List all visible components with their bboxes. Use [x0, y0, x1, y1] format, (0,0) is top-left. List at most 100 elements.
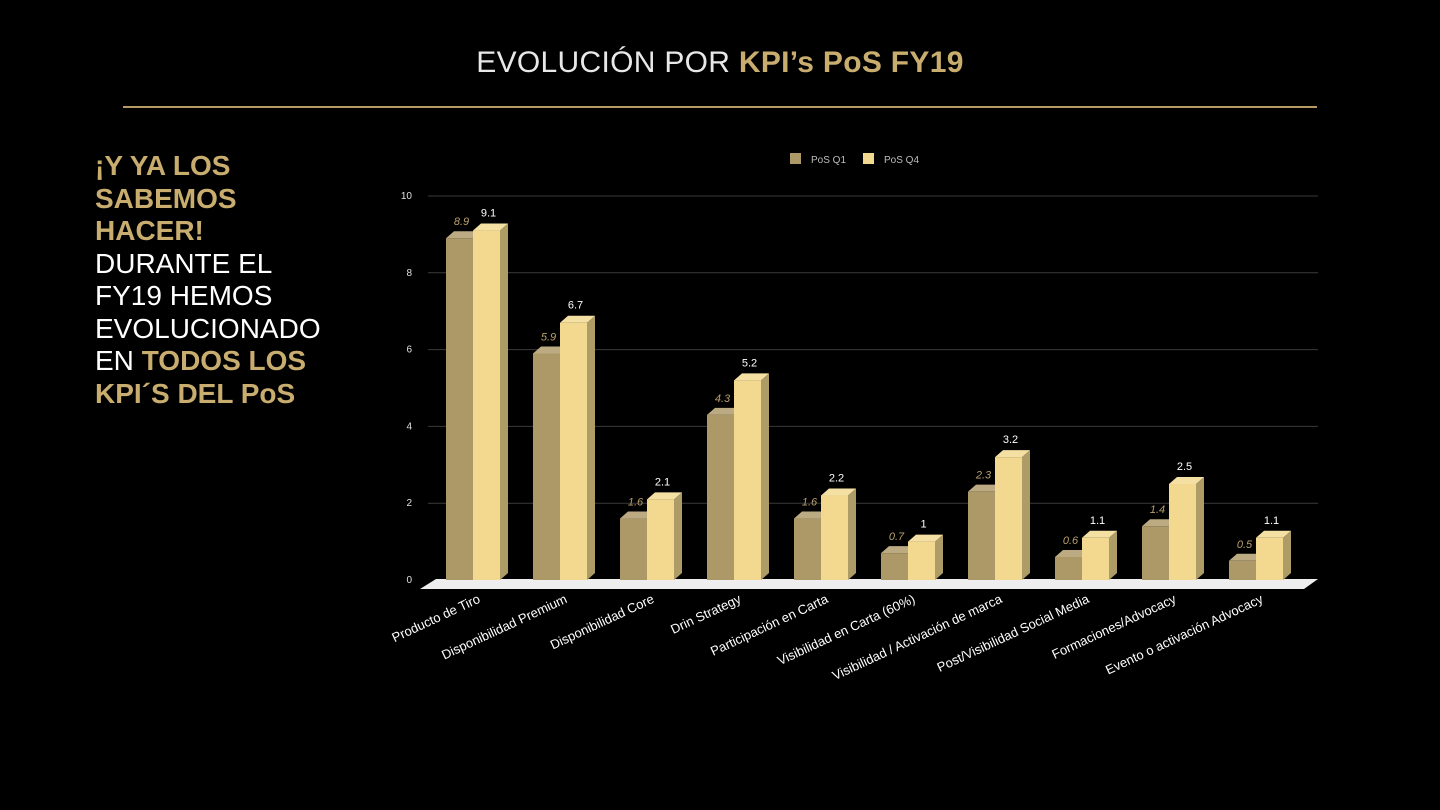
- bar-top: [995, 450, 1030, 458]
- bar-front: [968, 491, 995, 580]
- data-label-q4: 2.1: [655, 476, 670, 488]
- data-label-q4: 5.2: [742, 357, 757, 369]
- bar-side: [1283, 530, 1291, 580]
- legend-label: PoS Q1: [811, 155, 846, 166]
- bar-front: [647, 499, 674, 580]
- sidebar-line-3: HACER!: [95, 215, 204, 246]
- data-label-q1: 0.7: [889, 531, 905, 543]
- bar-front: [560, 322, 587, 580]
- bar-top: [1229, 553, 1264, 561]
- bar-top: [560, 315, 595, 323]
- bar-side: [1022, 450, 1030, 580]
- title-divider: [123, 106, 1317, 108]
- data-label-q4: 6.7: [568, 300, 583, 312]
- data-label-q4: 3.2: [1003, 434, 1018, 446]
- sidebar-line-7-bold: TODOS LOS: [141, 345, 307, 376]
- data-label-q1: 2.3: [975, 470, 992, 482]
- y-tick-label: 10: [401, 191, 413, 202]
- chart-legend: PoS Q1 PoS Q4: [790, 153, 919, 166]
- bar-front: [881, 553, 908, 580]
- bar-side: [848, 488, 856, 580]
- bar-front: [473, 230, 500, 580]
- bar-pos-q4-5: [908, 534, 943, 580]
- bar-pos-q4-3: [734, 373, 769, 580]
- data-label-q1: 1.4: [1150, 504, 1165, 516]
- sidebar-line-4: DURANTE EL: [95, 247, 273, 279]
- legend-label: PoS Q4: [884, 155, 919, 166]
- data-label-q4: 1.1: [1264, 515, 1279, 527]
- bar-front: [1142, 526, 1169, 580]
- data-label-q4: 1: [920, 519, 926, 531]
- bar-side: [1196, 477, 1204, 580]
- category-label: Post/Visibilidad Social Media: [935, 591, 1092, 675]
- bar-front: [1256, 537, 1283, 580]
- chart-bars: [446, 223, 1291, 581]
- bar-pos-q4-8: [1169, 477, 1204, 580]
- bar-front: [1082, 537, 1109, 580]
- bar-top: [647, 492, 682, 500]
- bar-front: [794, 518, 821, 580]
- y-tick-label: 0: [406, 575, 412, 586]
- data-label-q1: 0.6: [1063, 535, 1079, 547]
- title-light: EVOLUCIÓN POR: [476, 46, 739, 79]
- bar-front: [620, 518, 647, 580]
- sidebar-line-7-light: EN: [95, 345, 142, 376]
- bar-pos-q4-0: [473, 223, 508, 580]
- bar-side: [674, 492, 682, 580]
- y-tick-label: 4: [406, 421, 412, 432]
- category-label: Evento o activación Advocacy: [1103, 591, 1266, 677]
- category-label: Visibilidad en Carta (60%): [775, 591, 917, 668]
- bar-top: [821, 488, 856, 496]
- data-label-q4: 2.5: [1177, 461, 1192, 473]
- bar-pos-q4-9: [1256, 530, 1291, 580]
- y-tick-label: 6: [406, 345, 412, 356]
- bar-top: [881, 546, 916, 554]
- bar-top: [968, 484, 1003, 492]
- bar-front: [734, 380, 761, 580]
- page-title: EVOLUCIÓN POR KPI’s PoS FY19: [0, 46, 1440, 80]
- chart-data-labels: 8.9 9.1 5.9 6.7 1.6 2.1 4.3 5.2 1.6 2.2 0.7 1 2.3 3.2…: [454, 208, 1279, 551]
- bar-front: [446, 238, 473, 581]
- bar-top: [908, 534, 943, 542]
- bar-side: [587, 315, 595, 580]
- category-label: Drin Strategy: [668, 591, 744, 637]
- bar-front: [1055, 556, 1082, 580]
- bar-top: [1082, 530, 1117, 538]
- legend-swatch: [863, 153, 874, 164]
- bar-side: [1109, 530, 1117, 580]
- bar-top: [620, 511, 655, 519]
- bar-front: [908, 541, 935, 580]
- data-label-q4: 1.1: [1090, 515, 1105, 527]
- data-label-q1: 0.5: [1237, 539, 1253, 551]
- bar-top: [1256, 530, 1291, 538]
- title-accent: KPI’s PoS FY19: [738, 46, 964, 79]
- y-tick-label: 8: [406, 268, 412, 279]
- data-label-q4: 2.2: [829, 473, 844, 485]
- sidebar-line-6: EVOLUCIONADO: [95, 312, 321, 344]
- sidebar-line-5: FY19 HEMOS: [95, 280, 273, 311]
- data-label-q1: 1.6: [802, 497, 818, 509]
- bar-top: [1055, 549, 1090, 557]
- bar-top: [473, 223, 508, 231]
- data-label-q1: 4.3: [715, 393, 731, 405]
- bar-pos-q4-4: [821, 488, 856, 580]
- bar-front: [1169, 484, 1196, 580]
- sidebar-line-2: SABEMOS: [95, 182, 237, 214]
- category-label: Visibilidad / Activación de marca: [830, 591, 1005, 683]
- sidebar-line-1: ¡Y YA LOS: [95, 150, 231, 181]
- data-label-q1: 1.6: [628, 497, 644, 509]
- bar-side: [935, 534, 943, 580]
- bar-side: [500, 223, 508, 580]
- bar-top: [734, 373, 769, 381]
- bar-front: [1229, 560, 1256, 580]
- sidebar-line-8: KPI´S DEL PoS: [95, 377, 296, 409]
- bar-side: [761, 373, 769, 580]
- data-label-q4: 9.1: [481, 208, 496, 220]
- bar-top: [1169, 477, 1204, 484]
- bar-front: [995, 457, 1022, 580]
- sidebar-message: ¡Y YA LOS SABEMOS HACER! DURANTE EL FY19…: [95, 150, 375, 410]
- sidebar-line-7: EN TODOS LOS: [95, 345, 375, 378]
- chart-floor: [420, 579, 1318, 589]
